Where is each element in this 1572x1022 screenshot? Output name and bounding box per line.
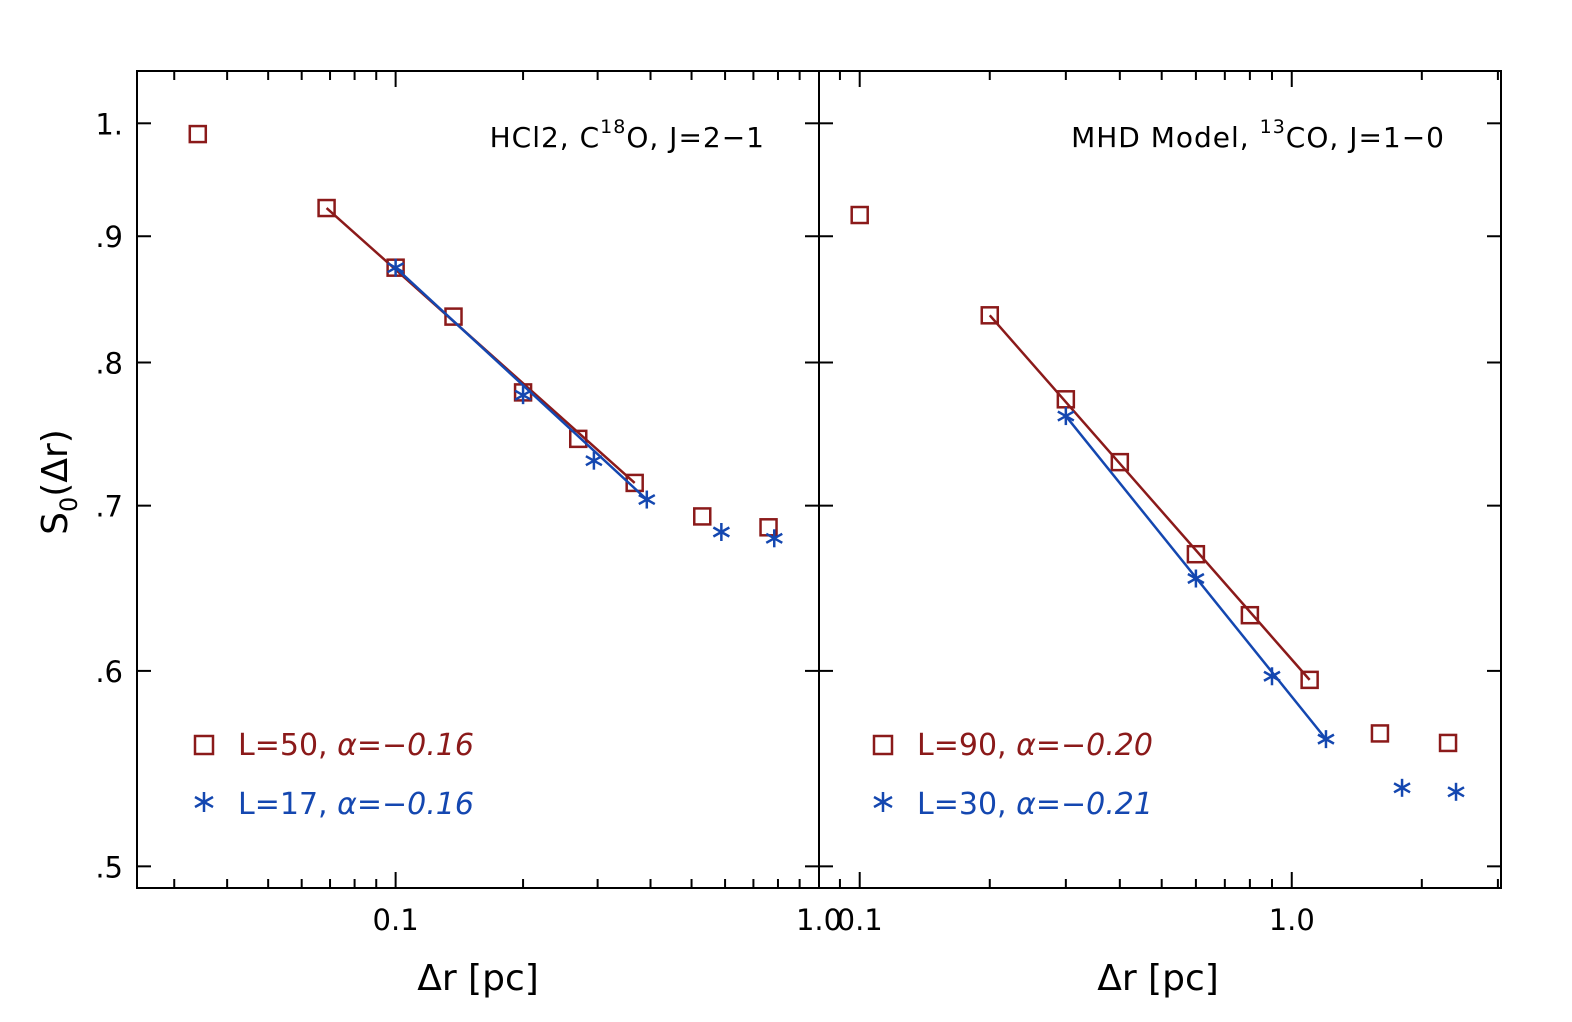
left-data-marks [188, 124, 783, 548]
x-tick-label: 1.0 [796, 903, 842, 937]
y-tick-label: .9 [95, 220, 123, 254]
y-tick-label: .5 [95, 850, 123, 884]
left-x-axis-label: Δr [pc] [417, 958, 539, 999]
data-point-asterisk [1187, 569, 1205, 588]
left-legend: L=50, α=−0.16 L=17, α=−0.16 [193, 728, 474, 822]
data-point-asterisk [585, 451, 603, 470]
legend-entry-l30: L=30, α=−0.21 [917, 787, 1153, 822]
data-point-square [1110, 452, 1130, 472]
left-panel-hcl2: HCl2, C18O, J=2−1 Δr [pc] S0(Δr) 1. .9 .8.… [35, 70, 842, 999]
y-tick-label: .8 [95, 347, 123, 381]
left-plot-frame [136, 70, 820, 889]
y-tick-label: 1. [95, 107, 123, 141]
data-point-square [1300, 670, 1319, 690]
fit-line-l17 [394, 266, 648, 501]
data-point-asterisk [638, 490, 656, 509]
legend-square-marker [872, 734, 894, 756]
data-point-asterisk [514, 386, 532, 405]
data-point-asterisk [765, 529, 783, 548]
data-point-square [1240, 605, 1260, 625]
data-point-square [625, 473, 644, 493]
data-point-asterisk [1263, 667, 1281, 686]
fit-line-l90 [988, 314, 1311, 681]
data-point-square [1438, 733, 1458, 753]
right-axis-ticks: 0.1 1.0 [819, 71, 1501, 937]
x-tick-label: 0.1 [837, 903, 883, 937]
data-point-square [317, 198, 336, 218]
y-tick-label: .6 [95, 655, 123, 689]
right-panel-title: MHD Model, 13CO, J=1−0 [1071, 116, 1445, 154]
legend-entry-l50: L=50, α=−0.16 [238, 728, 474, 763]
legend-asterisk-marker [194, 792, 214, 812]
x-tick-label: 1.0 [1269, 903, 1315, 937]
data-point-square [980, 306, 1000, 325]
data-point-asterisk [387, 258, 405, 277]
data-point-square [1370, 724, 1390, 743]
data-point-square [1056, 390, 1076, 409]
data-point-asterisk [1447, 782, 1465, 801]
left-axis-ticks: 1. .9 .8 .7 .6 .5 0.1 1.0 [95, 71, 842, 937]
data-point-asterisk [1057, 407, 1075, 426]
right-legend: L=90, α=−0.20 L=30, α=−0.21 [872, 728, 1153, 822]
right-plot-frame [818, 70, 1502, 889]
data-point-asterisk [1317, 730, 1335, 749]
right-data-marks [850, 205, 1465, 801]
y-axis-label: S0(Δr) [35, 429, 83, 535]
x-tick-label: 0.1 [373, 903, 419, 937]
legend-square-marker [193, 734, 215, 756]
legend-asterisk-marker [873, 792, 893, 812]
data-point-asterisk [712, 523, 730, 542]
data-point-asterisk [1393, 778, 1411, 797]
data-point-square [188, 124, 208, 144]
data-point-square [568, 429, 588, 449]
right-panel-mhd-model: MHD Model, 13CO, J=1−0 Δr [pc] 0.1 1.0 L=… [818, 70, 1502, 999]
y-tick-label: .7 [95, 490, 123, 524]
left-panel-title: HCl2, C18O, J=2−1 [490, 116, 765, 154]
right-x-axis-label: Δr [pc] [1097, 958, 1219, 999]
data-point-square [693, 507, 712, 526]
data-point-square [850, 205, 869, 225]
legend-entry-l90: L=90, α=−0.20 [917, 728, 1153, 763]
data-point-square [1186, 544, 1206, 564]
legend-entry-l17: L=17, α=−0.16 [238, 787, 474, 822]
data-point-square [444, 307, 463, 326]
